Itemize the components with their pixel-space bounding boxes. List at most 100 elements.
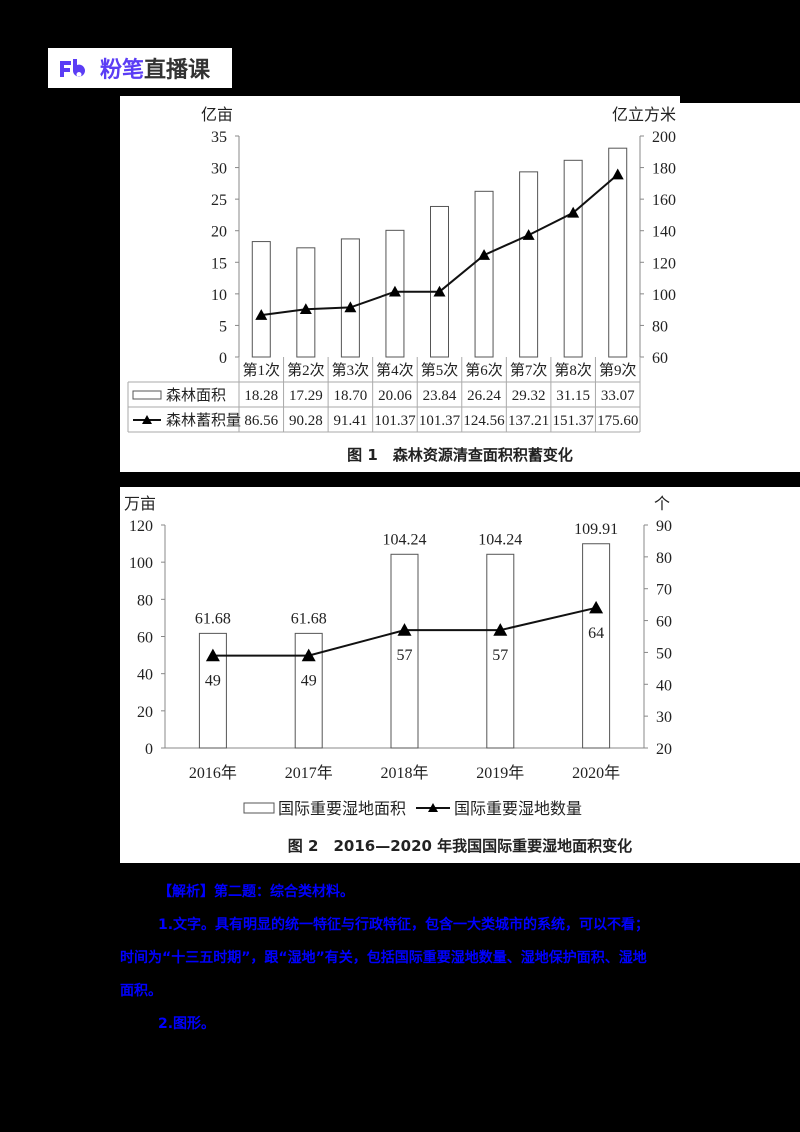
- right-tick-label: 50: [656, 645, 672, 662]
- figure1-caption: 图 1 森林资源清查面积积蓄变化: [347, 446, 573, 464]
- bar-value-label: 104.24: [383, 531, 427, 548]
- right-tick-label: 140: [652, 224, 676, 241]
- right-tick-label: 90: [656, 518, 672, 535]
- triangle-marker-icon: [397, 623, 412, 636]
- brand-logo: 粉笔 直播课: [48, 48, 232, 88]
- category-label: 第1次: [243, 361, 281, 379]
- category-label: 第5次: [421, 361, 459, 379]
- table-cell: 18.28: [244, 388, 278, 404]
- table-cell: 91.41: [334, 413, 368, 429]
- bar-value-label: 109.91: [574, 521, 618, 538]
- triangle-marker-icon: [344, 301, 357, 313]
- fb-logo-icon: [60, 59, 85, 77]
- left-tick-label: 100: [129, 555, 153, 572]
- left-tick-label: 80: [137, 592, 153, 609]
- left-unit-label: 万亩: [124, 495, 156, 513]
- line-value-label: 49: [205, 673, 221, 690]
- triangle-marker-icon: [433, 285, 446, 297]
- table-cell: 137.21: [508, 413, 549, 429]
- table-cell: 29.32: [512, 388, 546, 404]
- left-tick-label: 35: [211, 129, 227, 146]
- table-cell: 101.37: [419, 413, 461, 429]
- bar: [430, 205, 449, 358]
- triangle-marker-icon: [478, 249, 491, 260]
- left-tick-label: 5: [219, 318, 227, 335]
- category-label: 第9次: [599, 361, 637, 379]
- bar: [251, 241, 271, 358]
- table-cell: 124.56: [463, 413, 505, 429]
- table-cell: 18.70: [334, 388, 368, 404]
- line-value-label: 64: [588, 625, 604, 642]
- triangle-marker-icon: [611, 168, 624, 180]
- table-cell: 23.84: [423, 388, 457, 404]
- right-tick-label: 120: [652, 255, 676, 272]
- category-label: 第6次: [465, 361, 503, 379]
- right-tick-label: 60: [652, 350, 668, 367]
- bar: [474, 190, 494, 358]
- wetland-chart: 万亩 个 0 20 40 60 80 100 120 20 30 40 50 60 70 80 90 61.68 2…: [124, 495, 672, 855]
- right-tick-label: 40: [656, 677, 672, 694]
- logo-product: 直播课: [144, 58, 211, 83]
- right-tick-label: 180: [652, 161, 676, 178]
- triangle-marker-icon: [299, 303, 312, 315]
- figure2-panel: 万亩 个 0 20 40 60 80 100 120 20 30 40 50 60 70 80 90 61.68 2…: [120, 487, 800, 863]
- category-label: 2017年: [285, 764, 333, 782]
- analysis-text: 【解析】第二题：综合类材料。 1.文字。具有明显的统一特征与行政特征，包含一大类…: [120, 876, 690, 1041]
- right-unit-label: 个: [654, 495, 670, 513]
- analysis-line: 时间为“十三五时期”，跟“湿地”有关，包括国际重要湿地数量、湿地保护面积、湿地: [120, 950, 647, 966]
- bar: [582, 543, 611, 749]
- left-tick-label: 60: [137, 630, 153, 647]
- table-cell: 90.28: [289, 413, 323, 429]
- right-tick-label: 80: [652, 318, 668, 335]
- triangle-marker-icon: [388, 285, 401, 297]
- figure2-caption: 图 2 2016—2020 年我国国际重要湿地面积变化: [288, 837, 632, 855]
- right-tick-label: 30: [656, 709, 672, 726]
- left-tick-label: 10: [211, 287, 227, 304]
- left-tick-label: 0: [145, 741, 153, 758]
- triangle-marker-icon: [589, 600, 604, 614]
- bar: [608, 147, 628, 358]
- triangle-marker-icon: [205, 648, 220, 662]
- legend-area-label: 森林面积: [166, 387, 226, 404]
- bar: [519, 171, 539, 358]
- right-tick-label: 20: [656, 741, 672, 758]
- category-label: 第8次: [554, 361, 592, 379]
- bar-value-label: 61.68: [195, 610, 231, 627]
- triangle-marker-icon: [142, 415, 152, 424]
- legend-stock-label: 森林蓄积量: [166, 412, 241, 429]
- figure1-panel: 亿亩 亿立方米 0 5 10 15 20 25 30 35 60 80 100 120 140 160 180 2…: [120, 96, 800, 472]
- bar-legend-icon: [243, 802, 275, 814]
- bar: [340, 238, 360, 358]
- right-tick-label: 70: [656, 582, 672, 599]
- triangle-marker-icon: [428, 803, 438, 812]
- category-label: 2020年: [572, 764, 620, 782]
- analysis-line: 面积。: [120, 983, 162, 999]
- forest-chart: 亿亩 亿立方米 0 5 10 15 20 25 30 35 60 80 100 120 140 160 180 2…: [127, 106, 676, 464]
- bar: [486, 553, 515, 749]
- legend-area-label: 国际重要湿地面积: [278, 800, 406, 818]
- analysis-line: 2.图形。: [158, 1016, 216, 1032]
- bar-value-label: 104.24: [478, 531, 522, 548]
- logo-brand: 粉笔: [100, 58, 145, 83]
- category-label: 第4次: [376, 361, 414, 379]
- category-label: 第2次: [287, 361, 325, 379]
- table-cell: 86.56: [244, 413, 278, 429]
- left-tick-label: 15: [211, 255, 227, 272]
- table-cell: 175.60: [597, 413, 638, 429]
- right-tick-label: 200: [652, 129, 676, 146]
- category-label: 2016年: [189, 764, 237, 782]
- triangle-marker-icon: [255, 309, 268, 320]
- table-cell: 31.15: [556, 388, 590, 404]
- right-tick-label: 60: [656, 614, 672, 631]
- triangle-marker-icon: [567, 206, 580, 218]
- category-label: 2018年: [380, 764, 428, 782]
- analysis-line: 1.文字。具有明显的统一特征与行政特征，包含一大类城市的系统，可以不看；: [158, 917, 650, 933]
- right-tick-label: 160: [652, 192, 676, 209]
- bar: [563, 159, 583, 358]
- bar: [390, 553, 419, 749]
- table-cell: 101.37: [374, 413, 416, 429]
- left-tick-label: 30: [211, 161, 227, 178]
- analysis-line: 【解析】第二题：综合类材料。: [158, 884, 354, 900]
- table-cell: 20.06: [378, 388, 412, 404]
- left-tick-label: 120: [129, 518, 153, 535]
